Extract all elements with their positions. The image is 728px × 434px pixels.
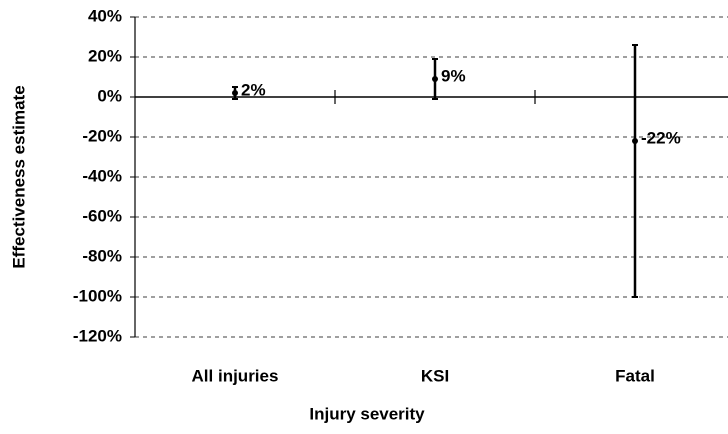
data-label: 9% bbox=[441, 66, 466, 85]
point bbox=[432, 76, 438, 82]
data-label: -22% bbox=[641, 128, 681, 147]
x-tick-label: All injuries bbox=[192, 366, 279, 385]
y-tick-label: 0% bbox=[97, 86, 122, 105]
y-tick-label: -60% bbox=[82, 206, 122, 225]
y-tick-label: -20% bbox=[82, 126, 122, 145]
data-label: 2% bbox=[241, 80, 266, 99]
x-tick-label: Fatal bbox=[615, 366, 655, 385]
y-tick-label: -40% bbox=[82, 166, 122, 185]
y-axis-title: Effectiveness estimate bbox=[9, 85, 28, 268]
x-tick-label: KSI bbox=[421, 366, 449, 385]
y-tick-label: 20% bbox=[88, 46, 122, 65]
y-tick-label: -100% bbox=[73, 286, 122, 305]
y-tick-label: -80% bbox=[82, 246, 122, 265]
x-axis-title: Injury severity bbox=[309, 404, 425, 423]
y-tick-label: 40% bbox=[88, 6, 122, 25]
point bbox=[232, 90, 238, 96]
y-tick-label: -120% bbox=[73, 326, 122, 345]
point bbox=[632, 138, 638, 144]
